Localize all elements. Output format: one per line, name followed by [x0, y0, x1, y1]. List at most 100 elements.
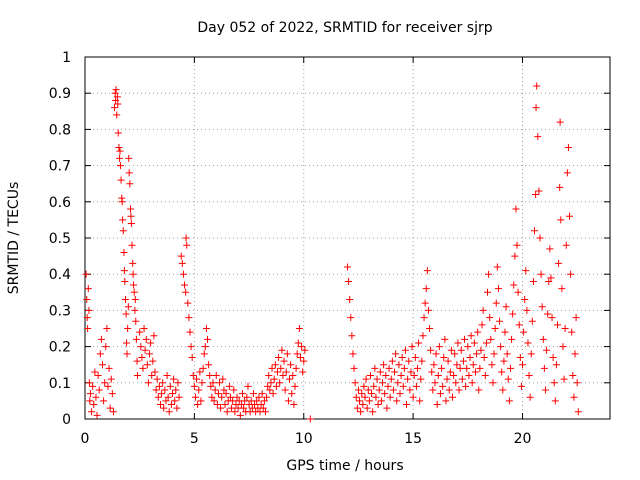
data-point: [270, 375, 278, 383]
data-point: [393, 397, 401, 405]
data-point: [286, 375, 294, 383]
data-point: [221, 401, 229, 409]
data-point: [127, 212, 135, 220]
data-point: [558, 285, 566, 293]
x-axis-label: GPS time / hours: [286, 458, 403, 474]
data-point: [573, 379, 581, 387]
data-point: [291, 382, 299, 390]
data-point: [195, 386, 203, 394]
data-point: [127, 205, 134, 213]
data-point: [346, 296, 354, 304]
data-point: [142, 335, 150, 343]
data-point: [520, 328, 528, 336]
data-point: [344, 263, 351, 271]
data-point: [162, 397, 170, 405]
data-point: [513, 241, 521, 249]
data-point: [549, 353, 557, 361]
data-point: [153, 375, 161, 383]
data-point: [359, 401, 367, 409]
data-point: [363, 404, 371, 412]
data-point: [508, 335, 516, 343]
data-point: [345, 277, 353, 285]
data-point: [211, 386, 219, 394]
data-point: [351, 379, 359, 387]
data-point: [564, 144, 572, 151]
y-tick-label: 0.5: [49, 231, 71, 247]
data-point: [391, 368, 399, 376]
data-point: [498, 368, 506, 376]
data-point: [92, 393, 100, 401]
data-point: [445, 386, 453, 394]
data-point: [500, 357, 508, 365]
data-point: [547, 274, 555, 282]
data-point: [424, 306, 432, 314]
data-point: [202, 325, 210, 332]
data-point: [152, 386, 160, 394]
data-point: [398, 353, 406, 361]
data-point: [155, 382, 163, 390]
data-point: [462, 382, 470, 390]
data-point: [268, 364, 276, 372]
data-point: [276, 379, 284, 387]
data-point: [124, 325, 132, 332]
data-points: [82, 82, 582, 423]
data-point: [560, 375, 568, 383]
data-point: [130, 288, 138, 296]
data-point: [568, 328, 576, 336]
data-point: [207, 382, 215, 390]
y-axis-label: SRMTID / TECUs: [6, 182, 22, 295]
data-point: [125, 154, 133, 162]
data-point: [213, 401, 221, 409]
data-point: [258, 390, 266, 398]
data-point: [515, 321, 523, 329]
data-point: [160, 404, 168, 412]
data-point: [260, 397, 268, 405]
data-point: [97, 335, 105, 343]
data-point: [143, 361, 151, 369]
data-point: [540, 364, 548, 372]
data-point: [306, 415, 314, 423]
data-point: [574, 408, 582, 416]
data-point: [187, 343, 195, 351]
data-point: [357, 408, 365, 416]
data-point: [185, 314, 193, 322]
data-point: [121, 296, 129, 304]
data-point: [116, 154, 124, 162]
data-point: [384, 382, 392, 390]
data-point: [226, 393, 234, 401]
grid: [85, 57, 610, 419]
data-point: [193, 375, 201, 383]
data-point: [548, 314, 556, 322]
data-point: [161, 386, 169, 394]
data-point: [567, 270, 575, 278]
data-point: [102, 343, 110, 351]
data-point: [524, 339, 532, 347]
data-point: [373, 375, 381, 383]
data-point: [191, 393, 199, 401]
data-point: [572, 314, 580, 322]
data-point: [492, 299, 500, 307]
data-point: [519, 361, 526, 369]
data-point: [183, 241, 191, 249]
data-point: [222, 390, 230, 398]
data-point: [365, 397, 373, 405]
data-point: [352, 393, 360, 401]
data-point: [149, 357, 157, 365]
data-point: [458, 375, 466, 383]
data-point: [566, 212, 574, 220]
data-point: [116, 162, 124, 170]
data-point: [493, 263, 501, 271]
data-point: [485, 270, 493, 278]
data-point: [399, 382, 407, 390]
data-point: [96, 350, 104, 358]
data-point: [523, 306, 531, 314]
data-point: [356, 397, 364, 405]
data-point: [295, 325, 303, 332]
data-point: [382, 372, 390, 380]
data-point: [470, 339, 478, 347]
data-point: [428, 368, 436, 376]
data-point: [543, 346, 551, 354]
data-point: [174, 379, 182, 387]
data-point: [464, 343, 472, 351]
data-point: [478, 321, 486, 329]
